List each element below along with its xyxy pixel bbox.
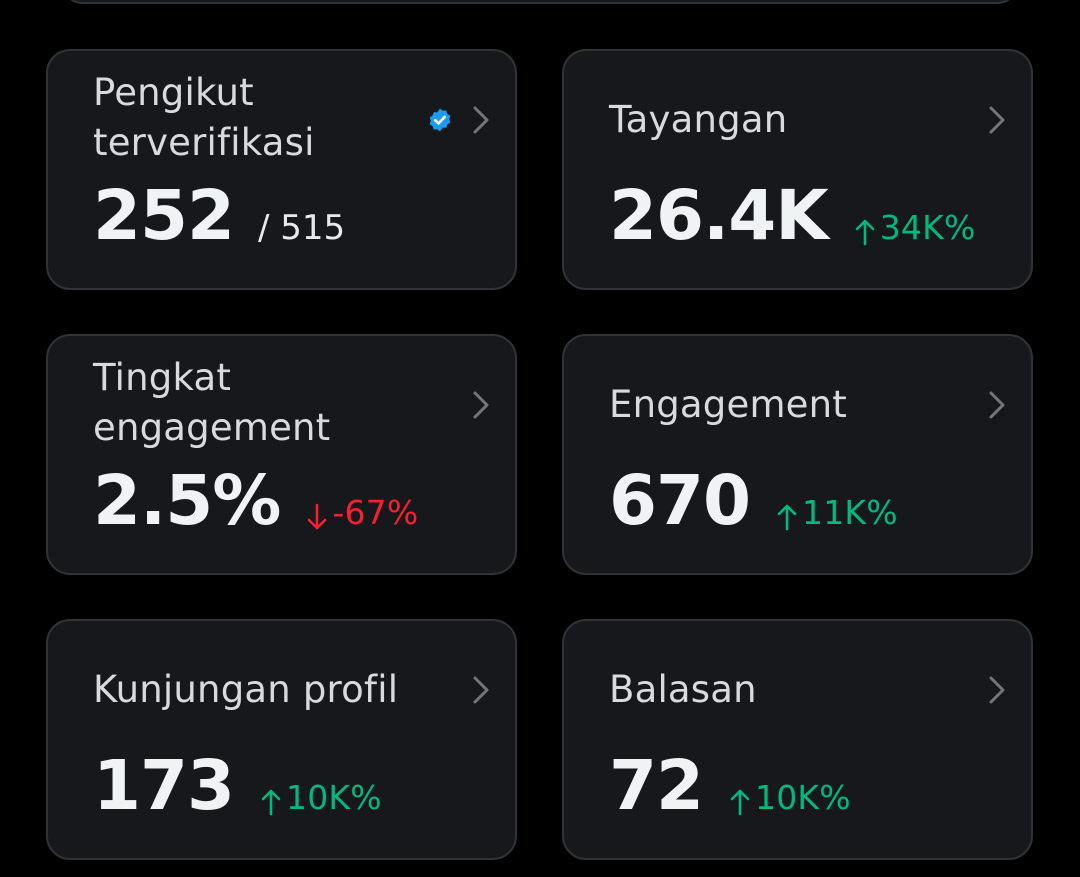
stat-value-row: 26.4K 34K%	[609, 176, 976, 256]
stat-card-impressions[interactable]: Tayangan 26.4K 34K%	[562, 49, 1033, 290]
stat-delta: 34K%	[854, 208, 976, 247]
arrow-up-icon	[730, 789, 750, 815]
stat-label: Tayangan	[609, 98, 788, 141]
verified-badge-icon	[429, 108, 451, 132]
stat-delta: 10K%	[260, 778, 382, 817]
stat-delta-value: 34K%	[879, 208, 976, 247]
stat-delta-value: 10K%	[286, 778, 382, 817]
chevron-right-icon[interactable]	[469, 673, 493, 707]
arrow-up-icon	[261, 789, 281, 815]
chevron-right-icon[interactable]	[469, 103, 493, 137]
stat-value-row: 670 11K%	[609, 461, 898, 541]
stat-value-row: 72 10K%	[609, 746, 851, 826]
stat-delta-value: 11K%	[802, 493, 898, 532]
chevron-right-icon[interactable]	[985, 103, 1009, 137]
stat-card-profile-visits[interactable]: Kunjungan profil 173 10K%	[46, 619, 517, 860]
stat-delta: -67%	[306, 493, 418, 532]
stat-label: Pengikut terverifikasi	[93, 71, 315, 164]
previous-card-edge	[61, 0, 1019, 4]
stat-delta-value: 10K%	[755, 778, 851, 817]
stat-delta-value: -67%	[332, 493, 419, 532]
stat-card-engagement[interactable]: Engagement 670 11K%	[562, 334, 1033, 575]
stat-value: 72	[609, 746, 704, 826]
arrow-down-icon	[308, 503, 327, 529]
arrow-up-icon	[777, 504, 797, 530]
stat-value-row: 252 / 515	[93, 176, 345, 256]
stat-label: Balasan	[609, 668, 757, 711]
stat-delta: 11K%	[776, 493, 898, 532]
arrow-up-icon	[855, 219, 875, 245]
stat-label: Kunjungan profil	[93, 668, 399, 711]
stat-card-engagement-rate[interactable]: Tingkat engagement 2.5% -67%	[46, 334, 517, 575]
stat-value: 2.5%	[93, 461, 281, 541]
stat-value: 173	[93, 746, 235, 826]
chevron-right-icon[interactable]	[469, 388, 493, 422]
stat-value-row: 173 10K%	[93, 746, 382, 826]
chevron-right-icon[interactable]	[985, 673, 1009, 707]
stat-value: 670	[609, 461, 751, 541]
stat-value: 26.4K	[609, 176, 829, 256]
stat-label: Engagement	[609, 383, 848, 426]
stat-total: / 515	[258, 208, 346, 248]
stat-card-replies[interactable]: Balasan 72 10K%	[562, 619, 1033, 860]
chevron-right-icon[interactable]	[985, 388, 1009, 422]
stat-value-row: 2.5% -67%	[93, 461, 418, 541]
stat-card-verified-followers[interactable]: Pengikut terverifikasi 252 / 515	[46, 49, 517, 290]
stat-delta: 10K%	[729, 778, 851, 817]
stat-label: Tingkat engagement	[93, 356, 331, 449]
stat-value: 252	[93, 176, 235, 256]
